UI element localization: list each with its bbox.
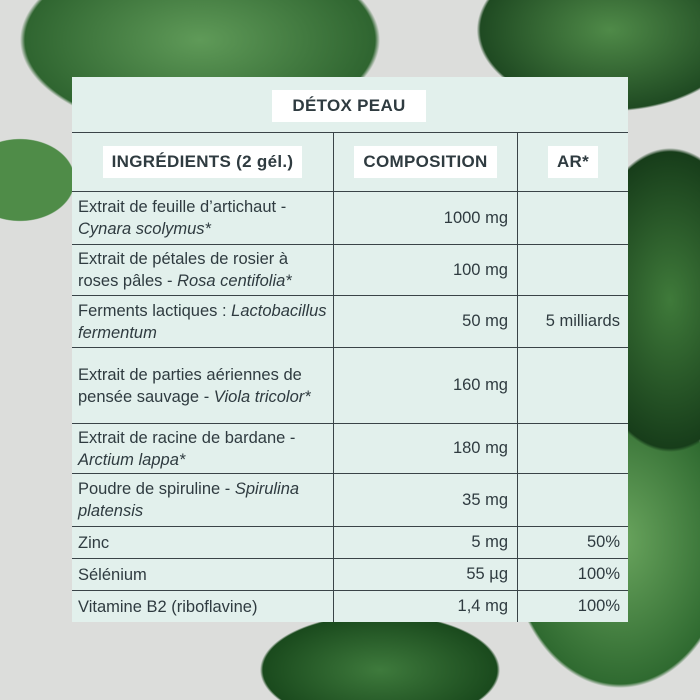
composition-cell: 1000 mg (333, 192, 517, 244)
ar-cell (517, 245, 628, 295)
composition-cell: 50 mg (333, 296, 517, 347)
ingredient-cell: Ferments lactiques : Lactobacillus ferme… (72, 296, 333, 347)
header-ingredients: INGRÉDIENTS (2 gél.) (102, 146, 303, 178)
ingredient-name: Ferments lactiques : (78, 301, 227, 320)
separator: - (162, 272, 178, 290)
table-row: Extrait de pétales de rosier à roses pâl… (72, 245, 628, 296)
ar-cell: 5 milliards (517, 296, 628, 347)
header-ar: AR* (547, 146, 599, 178)
ingredient-name: Poudre de spiruline - (78, 480, 231, 498)
composition-cell: 180 mg (333, 424, 517, 473)
ingredient-cell: Extrait de racine de bardane - Arctium l… (72, 424, 333, 473)
ingredient-cell: Extrait de parties aériennes de pensée s… (72, 348, 333, 423)
ingredient-name: Extrait de racine de bardane (78, 428, 286, 447)
latin-name: Rosa centifolia* (177, 272, 292, 290)
ingredient-cell: Vitamine B2 (riboflavine) (72, 591, 333, 622)
ingredient-name: Extrait de feuille d’artichaut (78, 198, 277, 216)
ingredient-cell: Poudre de spiruline - Spirulina platensi… (72, 474, 333, 526)
table-row: Extrait de feuille d’artichaut - Cynara … (72, 192, 628, 245)
ar-cell: 100% (517, 559, 628, 590)
header-row: INGRÉDIENTS (2 gél.) COMPOSITION AR* (72, 133, 628, 192)
ar-cell: 50% (517, 527, 628, 558)
ingredient-cell: Sélénium (72, 559, 333, 590)
table-row: Ferments lactiques : Lactobacillus ferme… (72, 296, 628, 348)
ar-cell (517, 424, 628, 473)
ingredient-name: Zinc (78, 533, 110, 552)
ingredient-name: Extrait de pétales de rosier à roses pâl… (78, 250, 289, 290)
latin-name: Viola tricolor* (213, 387, 311, 406)
separator: - (276, 198, 287, 216)
ingredient-cell: Extrait de feuille d’artichaut - Cynara … (72, 192, 333, 244)
ingredient-name: Vitamine B2 (riboflavine) (78, 597, 258, 616)
latin-name: Arctium lappa* (78, 450, 186, 469)
ar-cell (517, 192, 628, 244)
separator: - (285, 428, 296, 447)
composition-cell: 1,4 mg (333, 591, 517, 622)
ingredient-name: Extrait de parties aériennes de pensée s… (78, 365, 302, 406)
header-composition: COMPOSITION (354, 146, 497, 178)
ingredient-cell: Zinc (72, 527, 333, 558)
latin-name: Lactobacillus fermentum (78, 301, 327, 342)
table-title: DÉTOX PEAU (272, 90, 426, 122)
latin-name: Spirulina platensis (78, 480, 300, 520)
ar-cell (517, 474, 628, 526)
composition-cell: 160 mg (333, 348, 517, 423)
separator: - (199, 387, 214, 406)
table-row: Extrait de parties aériennes de pensée s… (72, 348, 628, 424)
ingredient-name: Sélénium (78, 565, 147, 584)
table-row: Poudre de spiruline - Spirulina platensi… (72, 474, 628, 527)
table-row: Zinc 5 mg 50% (72, 527, 628, 559)
table-row: Vitamine B2 (riboflavine) 1,4 mg 100% (72, 591, 628, 622)
composition-cell: 5 mg (333, 527, 517, 558)
composition-cell: 35 mg (333, 474, 517, 526)
composition-cell: 55 µg (333, 559, 517, 590)
ingredient-cell: Extrait de pétales de rosier à roses pâl… (72, 245, 333, 295)
table-row: Sélénium 55 µg 100% (72, 559, 628, 591)
ar-cell: 100% (517, 591, 628, 622)
table-row: Extrait de racine de bardane - Arctium l… (72, 424, 628, 474)
ar-cell (517, 348, 628, 423)
table-title-row: DÉTOX PEAU (72, 77, 628, 133)
ingredients-table: DÉTOX PEAU INGRÉDIENTS (2 gél.) COMPOSIT… (72, 77, 628, 622)
latin-name: Cynara scolymus* (78, 220, 211, 238)
composition-cell: 100 mg (333, 245, 517, 295)
